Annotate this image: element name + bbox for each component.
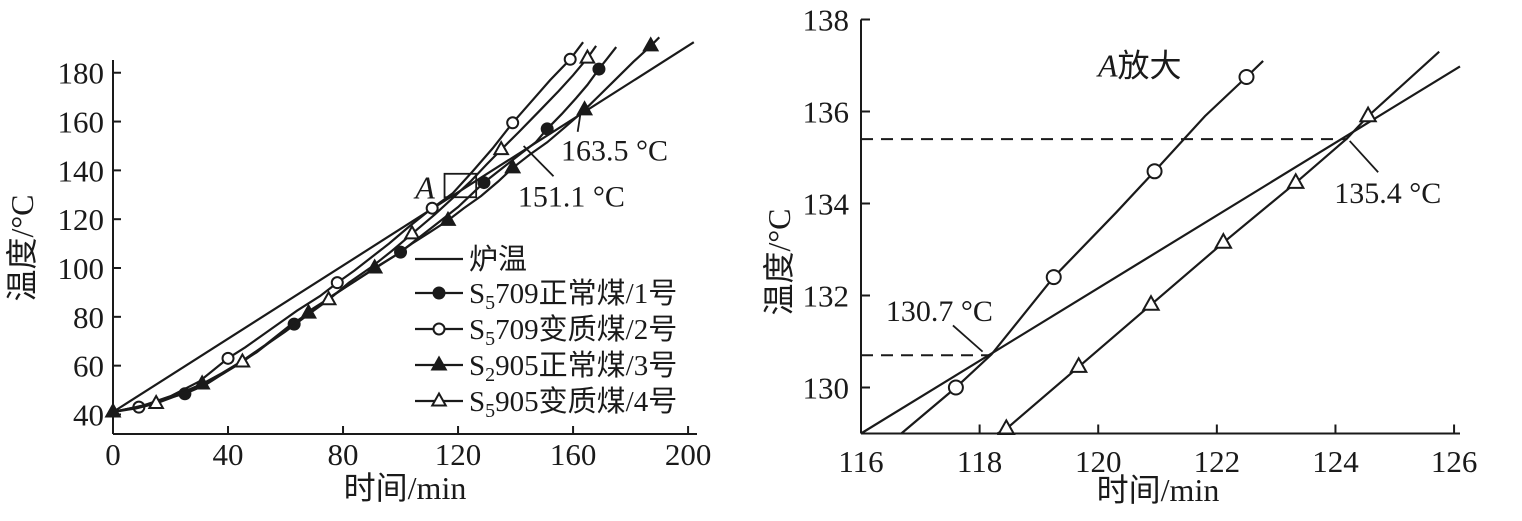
triangle-open-marker <box>492 140 510 156</box>
circle-open-marker <box>330 276 344 290</box>
legend-triangle-open-marker <box>430 391 448 407</box>
callout-leader-line <box>1349 140 1379 173</box>
y-tick-label-134: 134 <box>803 187 850 222</box>
legend-label: S2905正常煤/3号 <box>469 349 677 386</box>
circle-open-marker <box>1238 69 1255 85</box>
x-tick-label-126: 126 <box>1431 444 1478 479</box>
triangle-filled-marker <box>642 36 660 52</box>
callout-135.4: 135.4 °C <box>1334 140 1441 210</box>
y-tick-label-136: 136 <box>803 95 850 130</box>
y-tick-label-130: 130 <box>803 371 850 406</box>
y-tick-label-120: 120 <box>58 202 105 237</box>
y-tick-label-60: 60 <box>73 349 104 384</box>
callout-130.7: 130.7 °C <box>886 295 993 353</box>
legend-circle-open-marker <box>432 322 446 336</box>
x-tick-label-80: 80 <box>328 437 359 472</box>
y-tick-label-80: 80 <box>73 300 104 335</box>
triangle-open-marker <box>1141 294 1161 311</box>
legend-item-coal-2: S5709变质煤/2号 <box>415 313 677 350</box>
series-line-furnace <box>860 65 1461 435</box>
x-tick-label-118: 118 <box>957 444 1002 479</box>
circle-filled-marker <box>592 62 606 76</box>
y-tick-label-140: 140 <box>58 153 105 188</box>
legend-label: S5709正常煤/1号 <box>469 277 677 314</box>
x-axis-title: 时间/min <box>1097 472 1220 508</box>
triangle-open-marker <box>1358 105 1378 123</box>
callout-leader-line <box>952 324 984 353</box>
circle-filled-marker <box>477 176 491 190</box>
legend-circle-filled-marker <box>432 286 446 300</box>
callout-text: 130.7 °C <box>886 295 993 328</box>
callout-leader-line <box>522 145 555 177</box>
circle-open-marker <box>506 116 520 130</box>
triangle-open-marker <box>1286 172 1306 189</box>
y-tick-label-180: 180 <box>58 56 105 91</box>
legend-label: S5709变质煤/2号 <box>469 313 677 350</box>
triangle-open-marker <box>996 418 1016 435</box>
legend-label: S5905变质煤/4号 <box>469 385 677 422</box>
y-tick-label-132: 132 <box>803 279 850 314</box>
callout-163.5: 163.5 °C <box>561 109 668 167</box>
legend: 炉温S5709正常煤/1号S5709变质煤/2号S2905正常煤/3号S5905… <box>415 243 677 422</box>
x-tick-label-0: 0 <box>105 437 121 472</box>
triangle-open-marker <box>320 290 338 306</box>
legend-item-coal-1: S5709正常煤/1号 <box>415 277 677 314</box>
triangle-open-marker <box>147 393 165 409</box>
x-tick-label-120: 120 <box>1075 444 1122 479</box>
legend-item-furnace: 炉温 <box>415 243 527 276</box>
series-markers-coal-4 <box>996 105 1378 435</box>
legend-item-coal-4: S5905变质煤/4号 <box>415 385 677 422</box>
legend-item-coal-3: S2905正常煤/3号 <box>415 349 677 386</box>
triangle-open-marker <box>578 48 596 64</box>
circle-open-marker <box>425 201 439 215</box>
series-line-coal-2 <box>900 60 1264 435</box>
x-tick-label-40: 40 <box>213 437 244 472</box>
circle-filled-marker <box>540 122 554 136</box>
callout-text: 151.1 °C <box>518 181 625 214</box>
magnifier-note: A放大 <box>1096 48 1182 84</box>
legend-label: 炉温 <box>469 243 527 276</box>
callout-leader-line <box>576 109 583 132</box>
triangle-open-marker <box>233 352 251 368</box>
zoom-region-box <box>443 172 478 199</box>
triangle-filled-marker <box>439 210 457 226</box>
series-line-furnace <box>112 41 695 413</box>
y-axis-title: 温度/°C <box>761 208 797 315</box>
y-tick-label-138: 138 <box>803 3 850 38</box>
callout-text: 163.5 °C <box>561 134 668 167</box>
callout-151.1: 151.1 °C <box>518 145 625 214</box>
triangle-open-marker <box>1069 356 1089 373</box>
circle-open-marker <box>1146 163 1163 180</box>
x-tick-label-124: 124 <box>1312 444 1359 479</box>
magnified-region-a-chart: 130.7 °C 135.4 °C A放大 116 118 120 122 124 126 130… <box>761 3 1478 509</box>
x-tick-label-122: 122 <box>1194 444 1241 479</box>
axes <box>860 19 1460 435</box>
y-tick-label-100: 100 <box>58 251 105 286</box>
x-tick-label-160: 160 <box>550 437 597 472</box>
series-line-coal-4 <box>112 45 597 414</box>
y-axis-title: 温度/°C <box>4 194 40 301</box>
circle-open-marker <box>221 351 235 365</box>
y-tick-label-160: 160 <box>58 105 105 140</box>
series-markers-coal-2 <box>947 69 1255 396</box>
series-markers-coal-4 <box>147 48 596 409</box>
circle-open-marker <box>947 379 964 396</box>
callout-text: 135.4 °C <box>1334 177 1441 210</box>
triangle-open-marker <box>403 224 421 240</box>
legend-triangle-filled-marker <box>430 355 448 371</box>
circle-open-marker <box>563 52 577 66</box>
x-tick-label-116: 116 <box>838 444 883 479</box>
zoom-region-label: A <box>413 169 435 205</box>
x-axis-title: 时间/min <box>344 470 467 506</box>
circle-open-marker <box>1045 269 1062 286</box>
x-tick-label-200: 200 <box>665 437 712 472</box>
y-tick-label-40: 40 <box>73 397 104 432</box>
triangle-open-marker <box>1214 232 1233 249</box>
triangle-filled-marker <box>504 158 522 174</box>
x-tick-label-120: 120 <box>435 437 482 472</box>
